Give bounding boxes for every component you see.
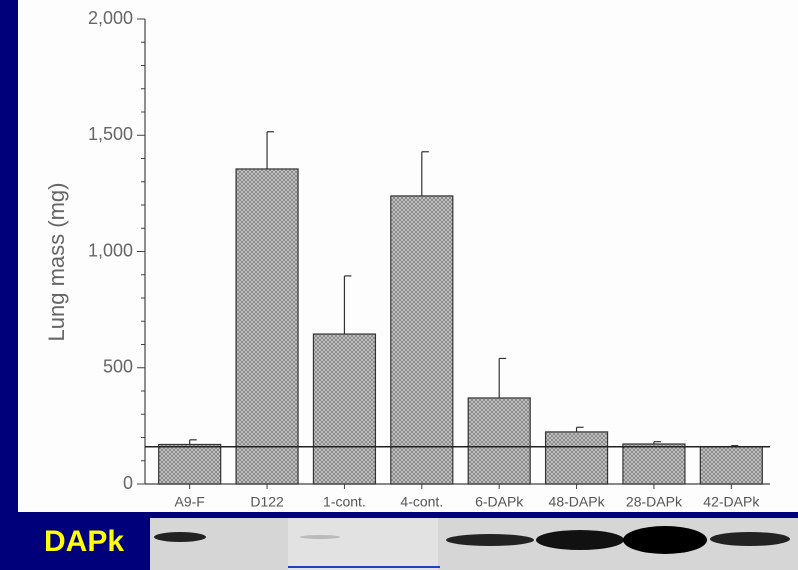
x-tick-label: 6-DAPk <box>475 494 524 510</box>
y-axis-label: Lung mass (mg) <box>44 183 69 342</box>
bar <box>623 444 685 484</box>
y-tick-label: 0 <box>123 473 133 493</box>
blot-band <box>446 534 534 546</box>
blot-band <box>623 526 707 554</box>
x-tick-label: 1-cont. <box>323 494 366 510</box>
bar <box>159 444 221 484</box>
x-tick-label: 4-cont. <box>400 494 443 510</box>
y-tick-label: 1,500 <box>88 124 133 144</box>
blot-band <box>154 532 206 542</box>
blot-band <box>300 535 340 539</box>
y-tick-label: 2,000 <box>88 8 133 28</box>
bar <box>546 432 608 484</box>
bar <box>468 398 530 484</box>
x-tick-label: 48-DAPk <box>549 494 606 510</box>
blot-lane <box>288 518 438 570</box>
x-tick-label: 42-DAPk <box>703 494 760 510</box>
chart: Lung mass (mg) DAPk 0 500 1,000 1,500 2,000 A… <box>0 0 798 570</box>
blot-label: DAPk <box>44 525 124 558</box>
blot-band <box>536 530 624 550</box>
y-tick-label: 500 <box>103 357 133 377</box>
bar <box>313 334 375 484</box>
x-tick-label: A9-F <box>175 494 205 510</box>
x-tick-label: 28-DAPk <box>626 494 683 510</box>
bar <box>700 447 762 484</box>
y-tick-label: 1,000 <box>88 240 133 260</box>
bar <box>391 196 453 484</box>
slide: Lung mass (mg) DAPk 0 500 1,000 1,500 2,000 A… <box>0 0 798 570</box>
blot-band <box>710 532 790 546</box>
x-tick-label: D122 <box>250 494 284 510</box>
bar <box>236 169 298 484</box>
